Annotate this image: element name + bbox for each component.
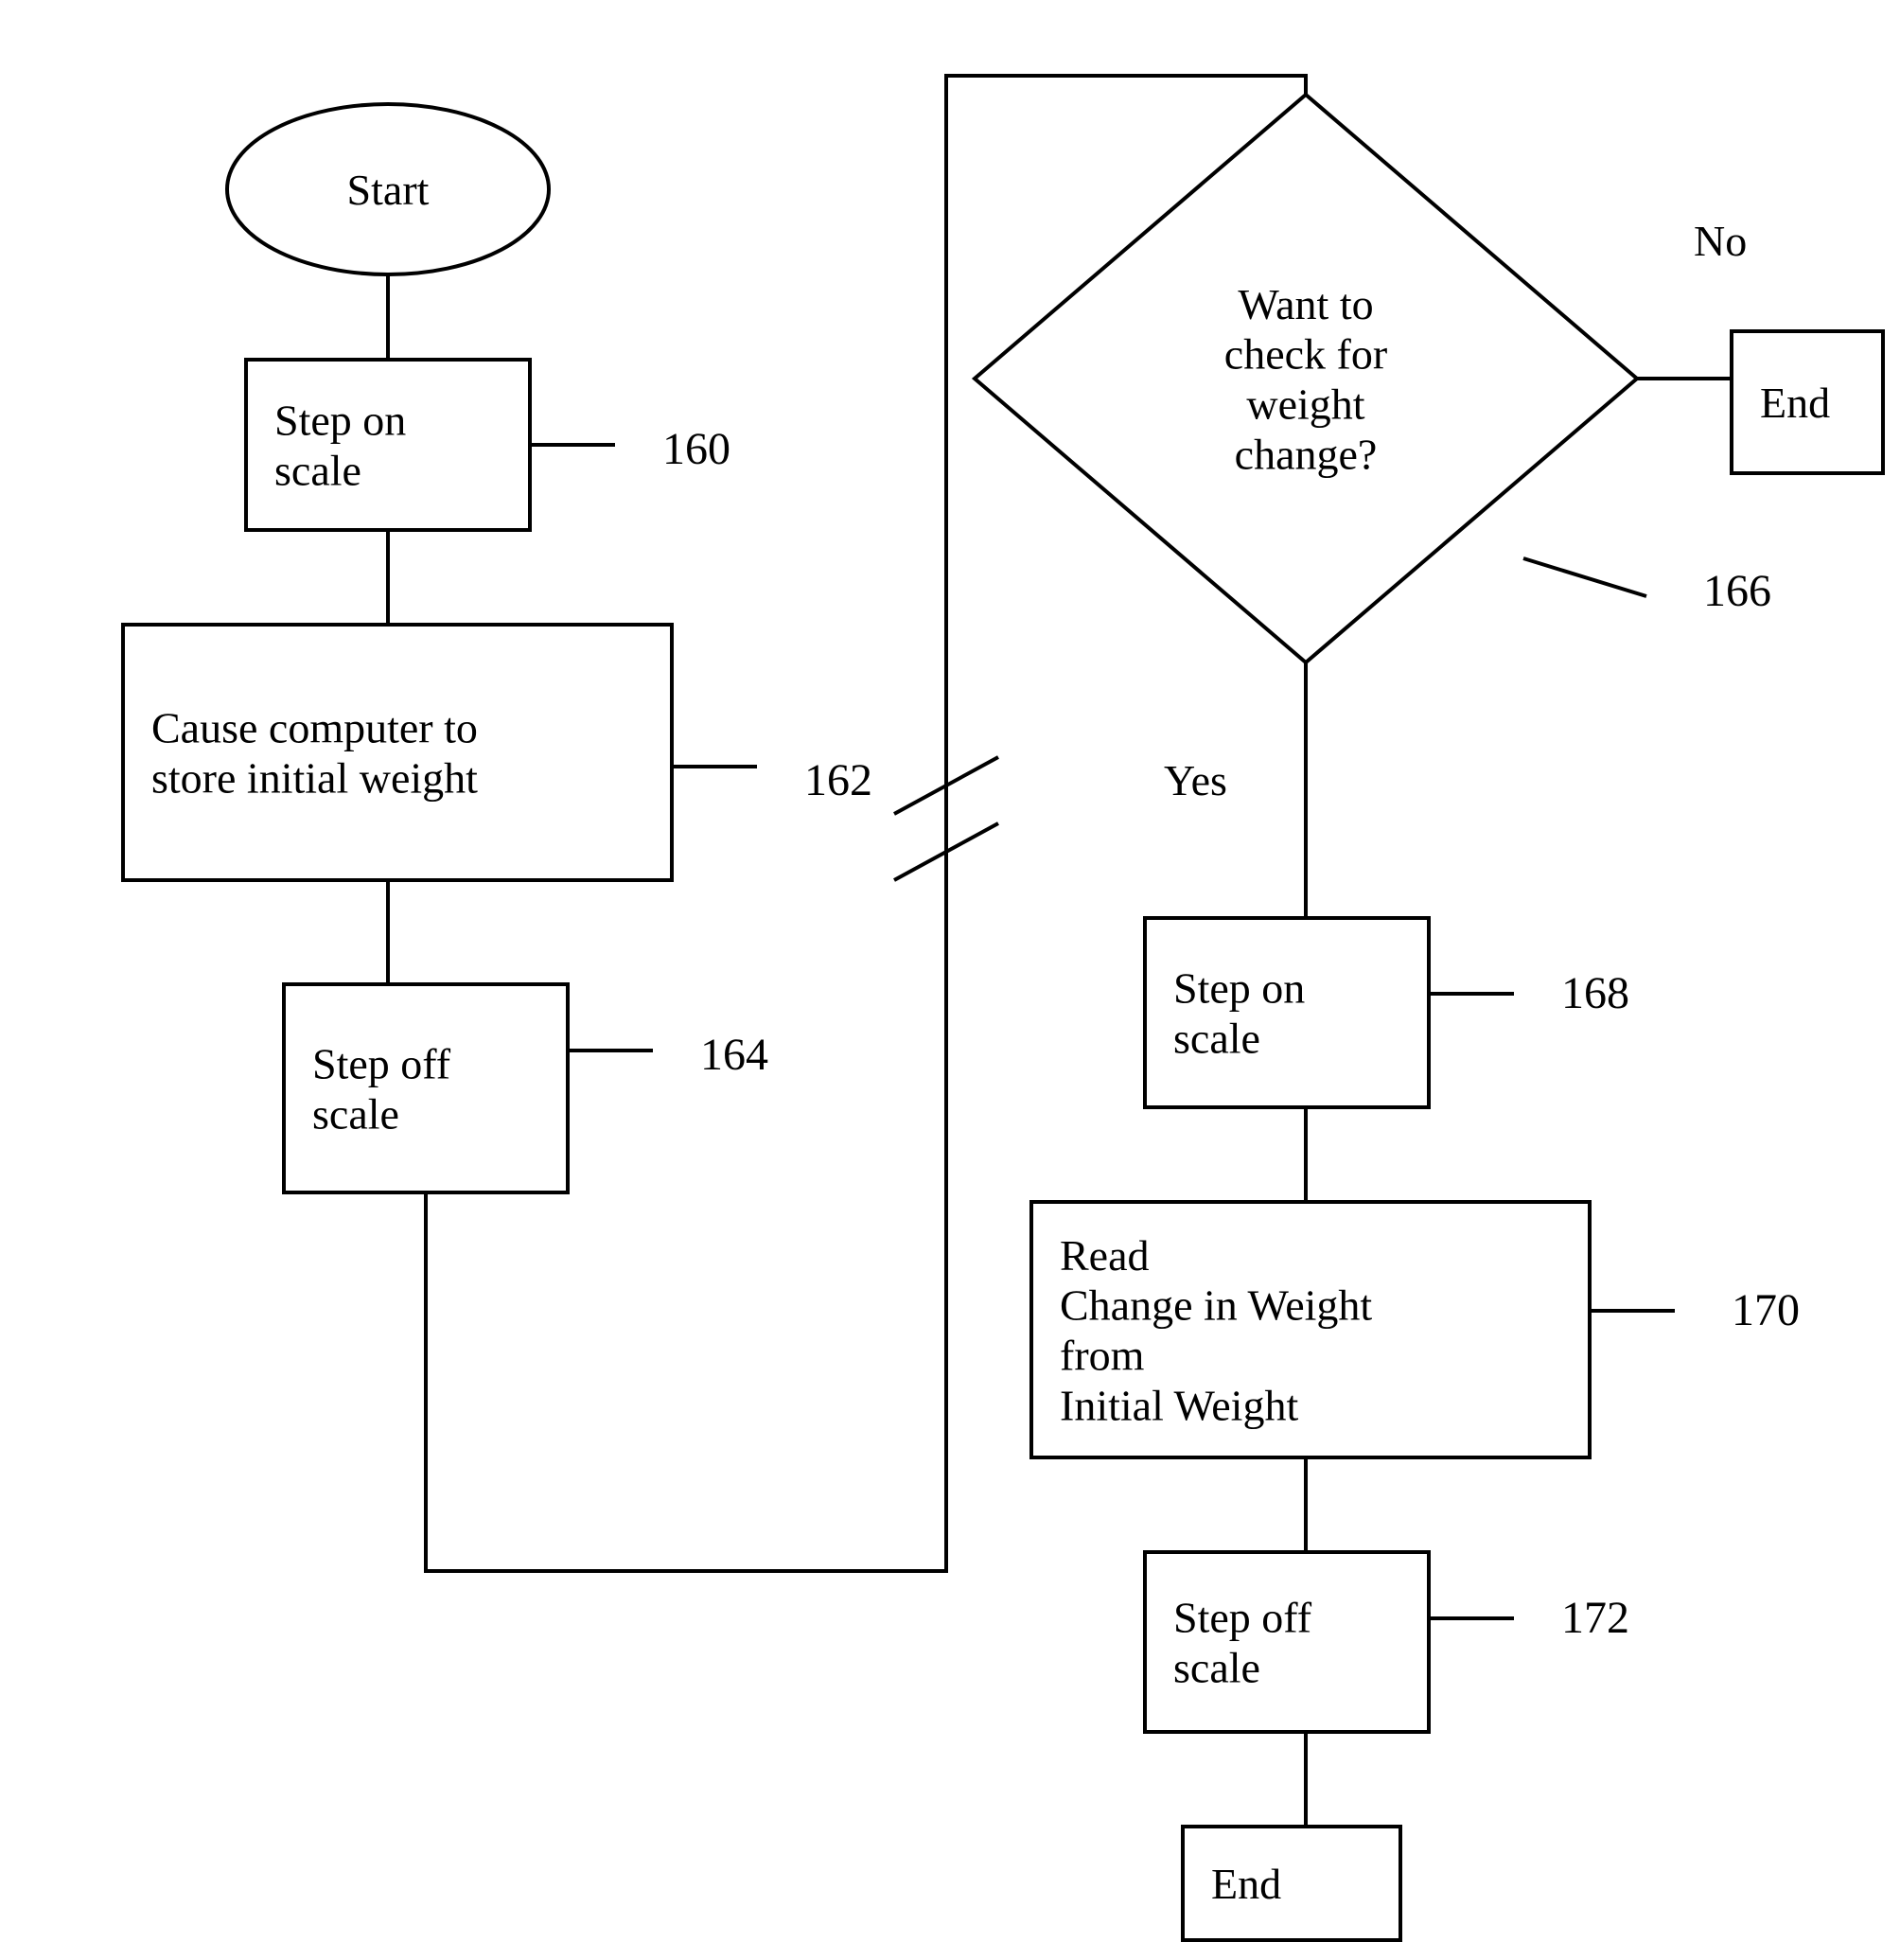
node-end1: End: [1732, 331, 1883, 473]
svg-text:Want tocheck forweightchange?: Want tocheck forweightchange?: [1224, 280, 1387, 479]
edge-label-no: No: [1694, 217, 1747, 265]
svg-text:End: End: [1760, 379, 1830, 427]
ref-172: 172: [1561, 1593, 1629, 1643]
ref-170: 170: [1732, 1285, 1800, 1335]
ref-160: 160: [662, 424, 730, 474]
node-n160: Step onscale160: [246, 360, 730, 530]
node-n168: Step onscale168: [1145, 918, 1629, 1107]
ref-168: 168: [1561, 968, 1629, 1018]
svg-text:Start: Start: [347, 166, 430, 214]
node-end2: End: [1183, 1827, 1400, 1940]
ref-162: 162: [804, 755, 872, 805]
ref-166: 166: [1703, 566, 1771, 616]
node-n172: Step offscale172: [1145, 1552, 1629, 1732]
edge-label-yes: Yes: [1164, 756, 1227, 804]
ref-leader-l166: [1523, 558, 1646, 596]
ref-164: 164: [700, 1030, 768, 1080]
node-n170: ReadChange in WeightfromInitial Weight17…: [1031, 1202, 1800, 1457]
node-n162: Cause computer tostore initial weight 162: [123, 625, 872, 880]
node-start: Start: [227, 104, 549, 274]
svg-text:Cause computer tostore initial: Cause computer tostore initial weight: [151, 704, 478, 803]
node-n164: Step offscale164: [284, 984, 768, 1192]
svg-text:End: End: [1211, 1860, 1281, 1908]
